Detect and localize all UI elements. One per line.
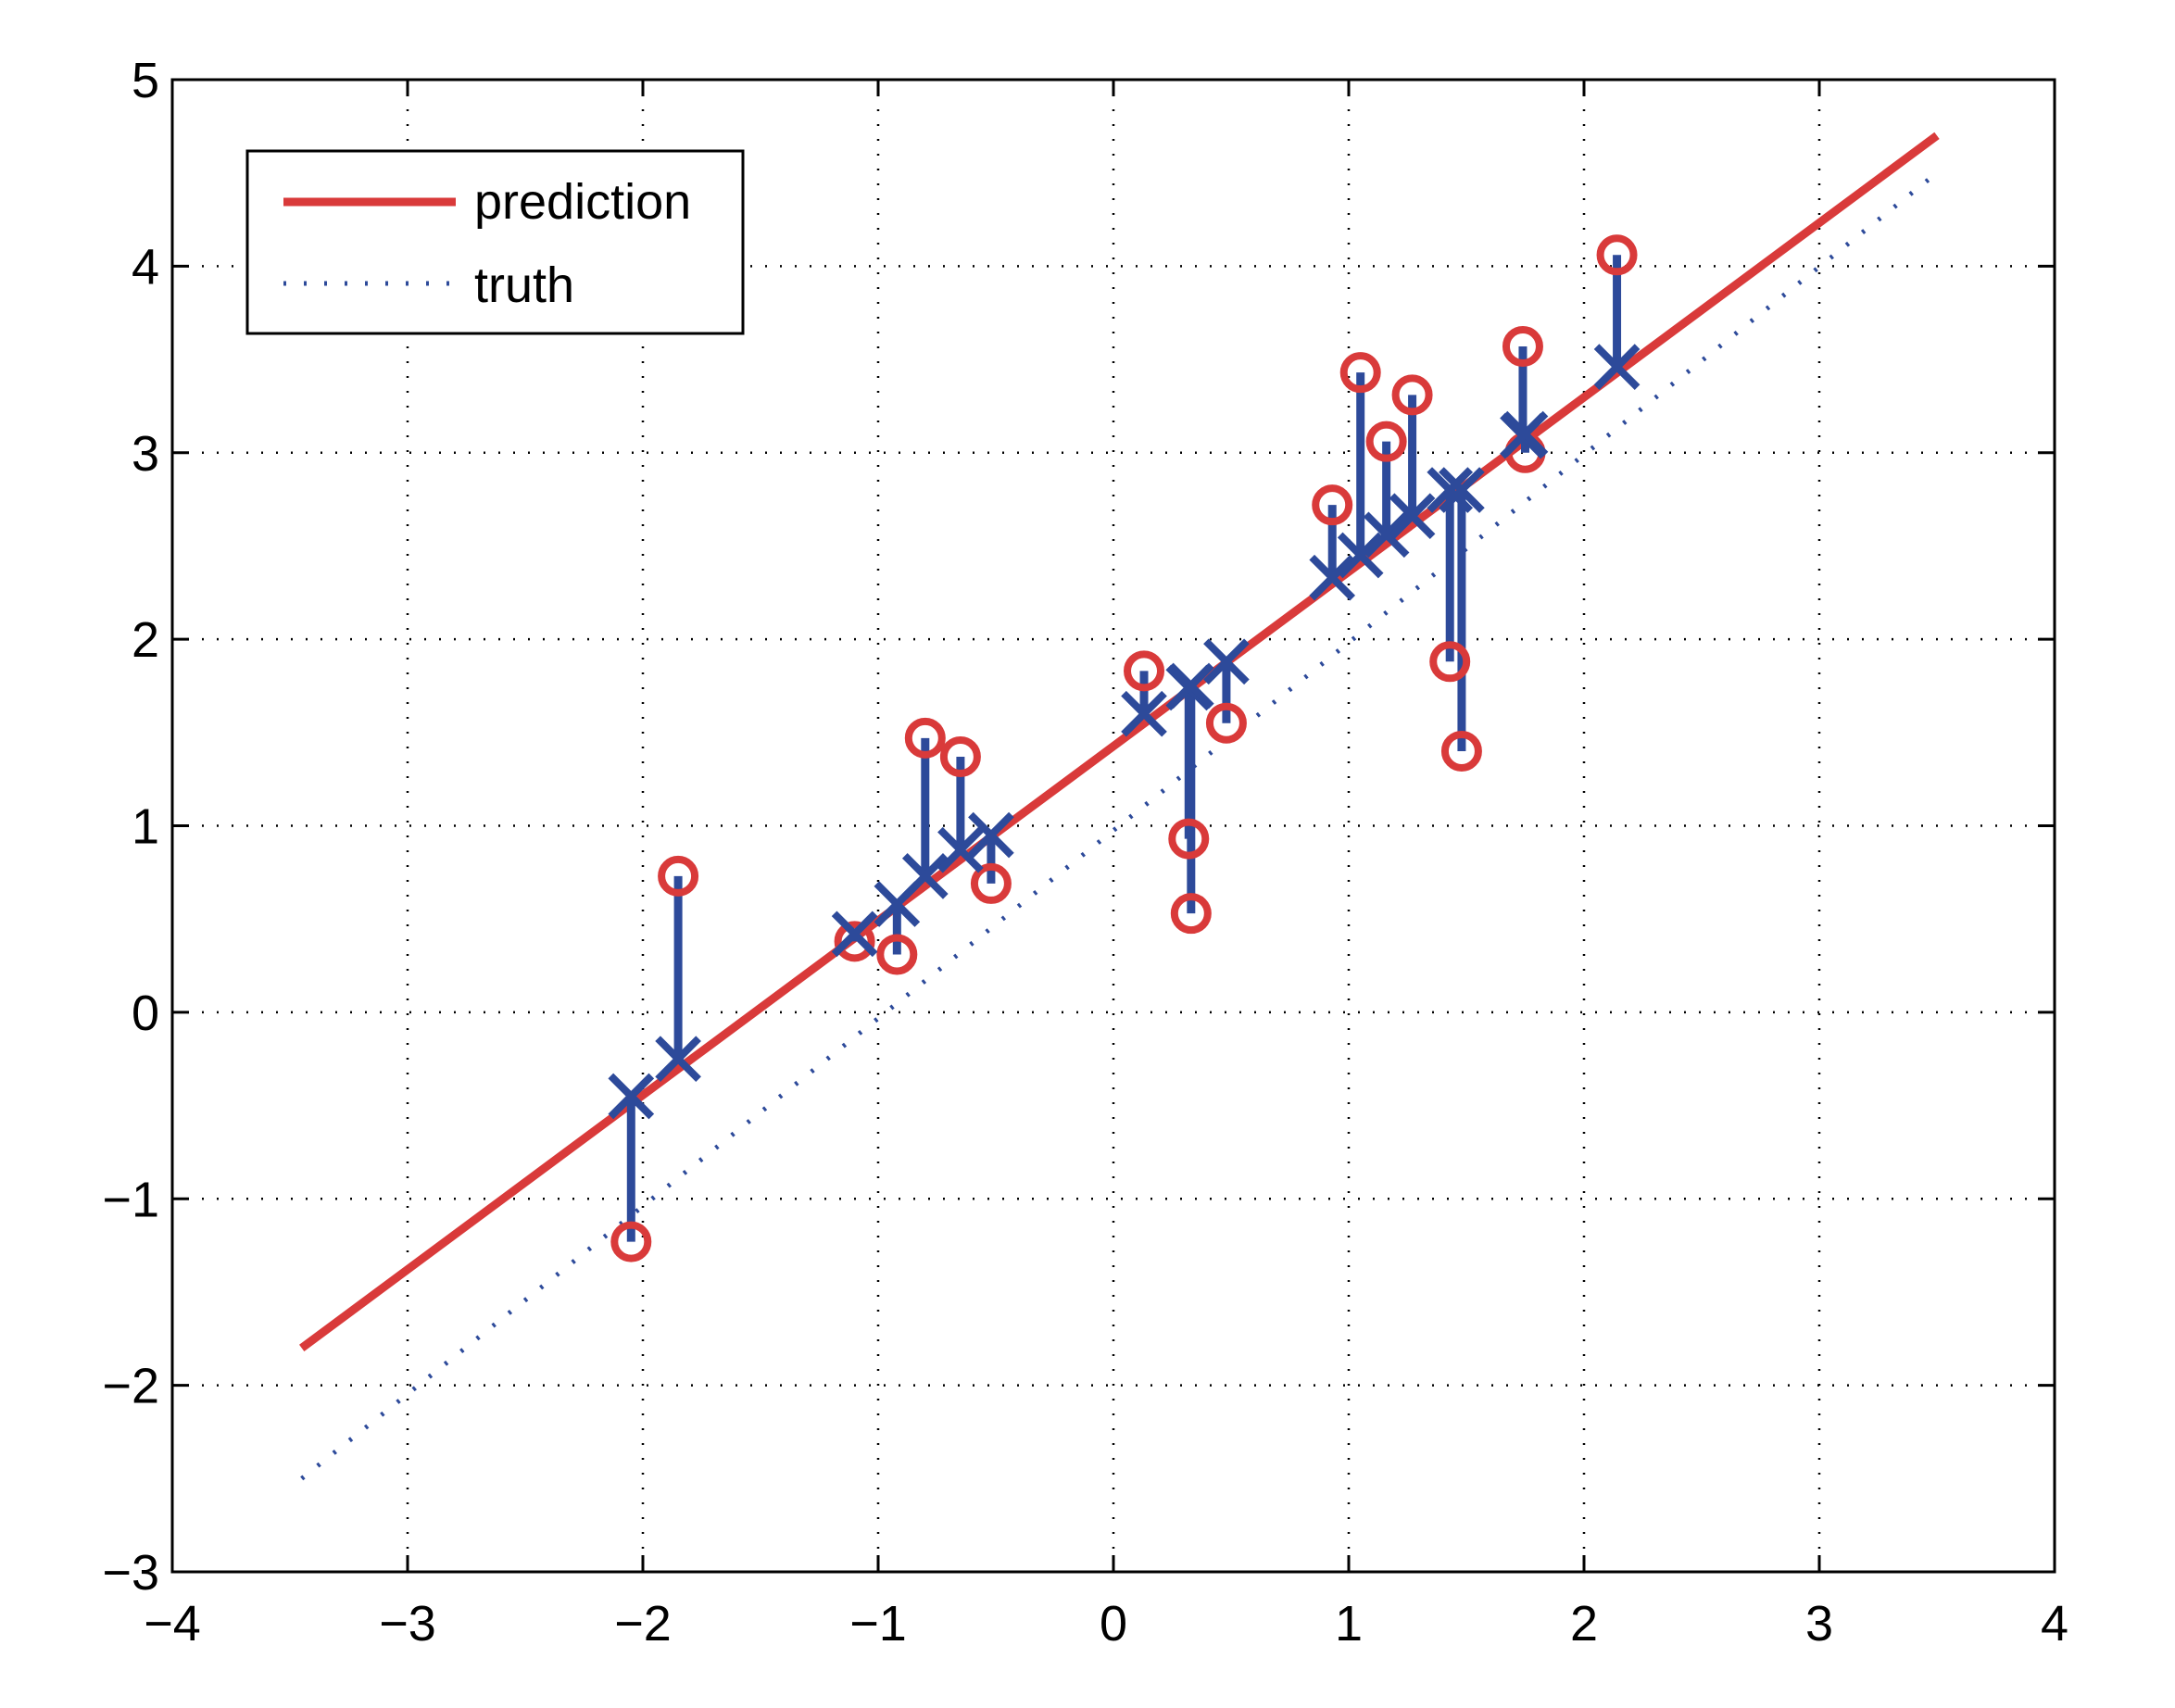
series-lines bbox=[299, 132, 1940, 1481]
y-tick-label: −2 bbox=[102, 1359, 159, 1414]
observation-point bbox=[904, 717, 946, 759]
y-tick-label: 5 bbox=[132, 53, 159, 108]
observation-point bbox=[1502, 325, 1543, 367]
legend-label-prediction: prediction bbox=[474, 174, 691, 230]
observation-point bbox=[1429, 641, 1471, 683]
prediction-point bbox=[1439, 467, 1485, 513]
y-tick-label: 1 bbox=[132, 799, 159, 855]
prediction-point bbox=[1363, 511, 1410, 559]
x-tick-label: 0 bbox=[1100, 1596, 1127, 1651]
prediction-point bbox=[1502, 410, 1549, 458]
observation-point bbox=[970, 862, 1012, 904]
observation-point bbox=[1391, 374, 1433, 416]
observation-point bbox=[1596, 234, 1638, 276]
observation-point bbox=[658, 855, 699, 897]
y-tick-label: 4 bbox=[132, 239, 159, 295]
series-line-truth bbox=[300, 170, 1939, 1481]
observation-point bbox=[1312, 484, 1353, 526]
x-tick-labels: −4 −3 −2 −1 0 1 2 3 4 bbox=[144, 1596, 2068, 1651]
prediction-point bbox=[608, 1073, 655, 1120]
prediction-point bbox=[1389, 493, 1436, 540]
prediction-point bbox=[655, 1036, 701, 1083]
prediction-point bbox=[1203, 638, 1250, 685]
observation-point bbox=[939, 735, 981, 777]
prediction-point bbox=[831, 911, 878, 958]
observation-point bbox=[876, 934, 918, 975]
observation-point bbox=[610, 1221, 652, 1262]
prediction-point bbox=[937, 826, 984, 873]
prediction-point bbox=[968, 811, 1014, 859]
y-tick-label: 2 bbox=[132, 612, 159, 668]
prediction-point bbox=[1167, 662, 1214, 710]
x-tick-label: 4 bbox=[2041, 1596, 2068, 1651]
residual-segments bbox=[626, 255, 1622, 1242]
y-tick-label: 0 bbox=[132, 986, 159, 1041]
x-tick-label: −2 bbox=[614, 1596, 672, 1651]
prediction-point bbox=[1121, 690, 1167, 737]
observation-point bbox=[1339, 352, 1381, 394]
observation-point bbox=[1168, 818, 1210, 860]
observation-point bbox=[1205, 702, 1247, 744]
legend-box bbox=[245, 149, 745, 335]
observation-point bbox=[1440, 730, 1482, 772]
legend: prediction truth bbox=[245, 149, 745, 335]
y-tick-label: 3 bbox=[132, 426, 159, 482]
y-tick-labels: −3 −2 −1 0 1 2 3 4 5 bbox=[102, 53, 159, 1601]
x-tick-label: 2 bbox=[1570, 1596, 1598, 1651]
prediction-markers bbox=[608, 344, 1641, 1120]
x-tick-label: −4 bbox=[144, 1596, 201, 1651]
prediction-point bbox=[901, 853, 949, 899]
y-tick-label: −1 bbox=[102, 1172, 159, 1227]
observation-point bbox=[1124, 650, 1165, 692]
x-tick-label: −3 bbox=[379, 1596, 436, 1651]
x-tick-label: 1 bbox=[1335, 1596, 1363, 1651]
x-tick-label: 3 bbox=[1805, 1596, 1833, 1651]
prediction-point bbox=[1309, 554, 1356, 601]
series-line-prediction bbox=[299, 132, 1940, 1351]
observation-markers bbox=[610, 234, 1638, 1262]
observation-point bbox=[1365, 421, 1407, 462]
observation-point bbox=[1170, 893, 1212, 935]
axis-ticks bbox=[170, 78, 2056, 1574]
prediction-point bbox=[1593, 344, 1641, 390]
observation-point bbox=[834, 921, 875, 962]
legend-label-truth: truth bbox=[474, 257, 574, 313]
prediction-point bbox=[1337, 532, 1384, 579]
prediction-point bbox=[1427, 467, 1474, 513]
y-tick-label: −3 bbox=[102, 1545, 159, 1601]
x-tick-label: −1 bbox=[849, 1596, 907, 1651]
